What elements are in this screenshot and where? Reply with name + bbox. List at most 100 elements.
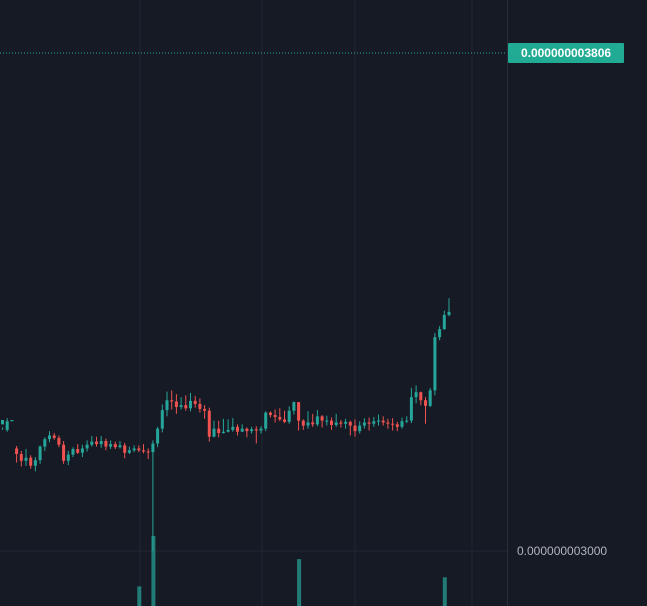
- candle: [231, 418, 235, 432]
- candle-body: [160, 410, 164, 429]
- candle: [273, 409, 277, 423]
- candle: [15, 445, 19, 463]
- candle-body: [193, 400, 197, 404]
- candle: [52, 432, 56, 440]
- candle-body: [301, 420, 305, 426]
- candle-body: [123, 445, 127, 453]
- candle: [287, 406, 291, 424]
- candle: [33, 457, 37, 472]
- candle-body: [151, 443, 155, 453]
- candle-body: [43, 439, 47, 447]
- candle: [254, 426, 258, 444]
- candle-body: [433, 337, 437, 391]
- candle-body: [33, 460, 37, 466]
- candle: [160, 404, 164, 433]
- candle: [250, 426, 254, 434]
- candle-body: [104, 441, 108, 447]
- candle-body: [226, 429, 230, 432]
- candle-body: [189, 400, 192, 409]
- candle-body: [442, 314, 446, 330]
- candle-body: [165, 400, 169, 411]
- candle-body: [174, 401, 178, 408]
- candle-body: [179, 405, 183, 408]
- candle: [386, 418, 390, 429]
- candle-body: [268, 412, 272, 416]
- candle: [278, 408, 282, 422]
- candle: [353, 419, 357, 437]
- candle: [283, 410, 286, 424]
- candle: [1, 420, 4, 430]
- volume-bar: [151, 536, 156, 606]
- candle-body: [414, 392, 418, 398]
- candle: [301, 419, 305, 430]
- candle-body: [118, 445, 122, 448]
- candle: [207, 407, 211, 442]
- candle-body: [372, 421, 376, 424]
- grid-lines: [0, 0, 508, 606]
- volume-bar: [137, 586, 142, 606]
- candle-body: [367, 422, 371, 424]
- candle-body: [217, 428, 221, 433]
- candle-body: [80, 448, 84, 453]
- volume-bar: [442, 577, 447, 606]
- candle: [395, 421, 399, 432]
- candle: [57, 435, 61, 448]
- candle-body: [10, 420, 14, 422]
- candle-body: [207, 410, 211, 437]
- candle-body: [339, 422, 343, 424]
- candle-body: [221, 431, 225, 433]
- candle: [66, 450, 70, 466]
- candle-body: [170, 400, 174, 402]
- candle: [151, 440, 155, 551]
- candle-body: [146, 451, 150, 453]
- candle-body: [348, 421, 352, 426]
- volume-bars: [137, 536, 447, 606]
- candle: [127, 446, 131, 454]
- candle-body: [66, 454, 70, 461]
- candle: [334, 413, 338, 427]
- candle: [344, 418, 348, 429]
- candle: [311, 413, 315, 427]
- candle-body: [330, 420, 333, 425]
- candle-body: [320, 416, 324, 421]
- candle: [372, 416, 376, 427]
- candle: [320, 415, 324, 428]
- candle: [85, 440, 89, 452]
- candle-body: [424, 400, 427, 406]
- candle: [80, 444, 84, 458]
- candle: [381, 416, 385, 426]
- candle-body: [315, 416, 319, 425]
- candle: [245, 427, 249, 438]
- candle: [95, 436, 98, 447]
- candle-body: [231, 426, 235, 430]
- candle-body: [358, 425, 362, 432]
- candle-body: [29, 457, 33, 466]
- candle: [76, 444, 80, 454]
- candle-body: [137, 448, 141, 451]
- candle: [221, 418, 225, 434]
- candle-body: [254, 429, 258, 431]
- candle-body: [85, 444, 89, 449]
- candle-body: [297, 402, 301, 421]
- candle-body: [19, 453, 23, 461]
- candle-body: [306, 422, 310, 426]
- candle: [193, 395, 197, 408]
- candle-body: [5, 421, 9, 430]
- price-axis-tick-label: 0.000000003000: [517, 544, 608, 558]
- candle-body: [90, 441, 94, 445]
- candle-body: [311, 422, 315, 425]
- candle: [137, 445, 141, 453]
- candle-body: [377, 420, 380, 422]
- candle: [409, 387, 413, 424]
- candle: [179, 397, 183, 410]
- candle: [433, 332, 437, 396]
- candle: [10, 420, 14, 422]
- candle: [424, 397, 427, 424]
- candle-body: [353, 425, 357, 432]
- candle: [90, 436, 94, 447]
- candle: [428, 387, 432, 408]
- candle-body: [391, 423, 395, 425]
- candle: [29, 455, 33, 469]
